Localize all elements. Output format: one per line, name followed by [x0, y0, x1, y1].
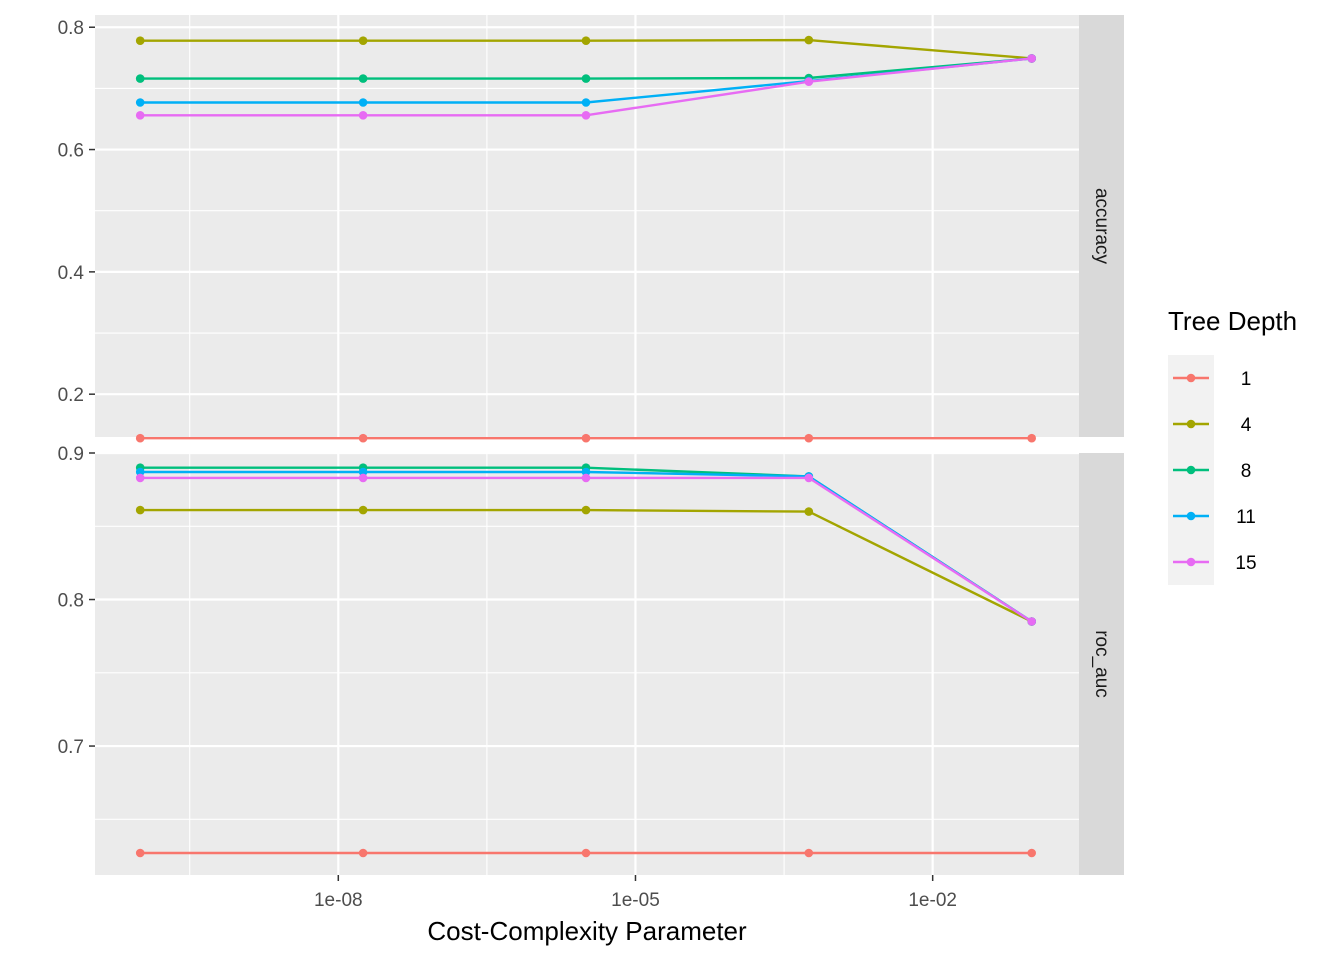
data-point [135, 433, 145, 443]
y-tick-label: 0.7 [58, 737, 84, 758]
data-point [358, 848, 368, 858]
x-tick-label: 1e-08 [314, 890, 363, 911]
legend-point [1186, 557, 1196, 567]
x-axis-title: Cost-Complexity Parameter [427, 916, 747, 946]
data-point [581, 433, 591, 443]
data-point [1027, 848, 1036, 858]
data-point [804, 433, 814, 443]
legend-point [1186, 465, 1196, 475]
legend-item-15: 15 [1173, 553, 1257, 574]
data-point [135, 467, 145, 477]
legend-label: 8 [1241, 461, 1252, 482]
data-point [135, 111, 145, 120]
data-point [804, 77, 814, 86]
legend-label: 4 [1241, 415, 1252, 436]
panel-background [95, 15, 1079, 437]
data-point [804, 473, 814, 483]
data-point [358, 467, 368, 477]
legend-keys: 1 4 8 11 15 [1168, 355, 1257, 585]
y-tick-label: 0.8 [58, 591, 84, 612]
facet-strip [1079, 15, 1124, 437]
legend-item-8: 8 [1173, 461, 1251, 482]
y-tick-label: 0.4 [58, 263, 85, 284]
legend-label: 11 [1236, 507, 1256, 528]
data-point [358, 433, 368, 443]
data-point [581, 505, 591, 515]
data-point [581, 98, 591, 107]
data-point [358, 505, 368, 515]
data-point [581, 111, 591, 120]
y-tick-label: 0.8 [58, 18, 84, 39]
data-point [581, 74, 591, 83]
legend-point [1186, 373, 1196, 383]
data-point [1027, 433, 1036, 443]
legend-title: Tree Depth [1168, 306, 1297, 336]
data-point [581, 848, 591, 858]
data-point [581, 36, 591, 45]
legend-label: 15 [1235, 553, 1256, 574]
legend-point [1186, 511, 1196, 521]
y-tick-label: 0.6 [58, 141, 84, 162]
y-tick-label: 0.9 [58, 444, 84, 465]
data-point [804, 507, 814, 516]
legend: Tree Depth 1 4 8 11 15 [1168, 306, 1297, 585]
data-point [135, 473, 145, 483]
facet-strip-label: roc_auc [1091, 630, 1112, 698]
data-point [135, 98, 145, 107]
chart-panels: 0.2 0.4 0.6 0.8 accuracy 0.7 0.8 0.9 roc_auc 1e-0… [58, 15, 1124, 911]
panel-roc_auc: 0.7 0.8 0.9 roc_auc [58, 444, 1124, 875]
data-point [135, 505, 145, 515]
facet-strip [1079, 453, 1124, 875]
facet-strip-label: accuracy [1091, 188, 1112, 265]
data-point [358, 74, 368, 83]
data-point [358, 111, 368, 120]
panel-accuracy: 0.2 0.4 0.6 0.8 accuracy [58, 15, 1124, 443]
legend-item-4: 4 [1173, 415, 1252, 436]
data-point [804, 35, 814, 45]
legend-point [1186, 419, 1196, 429]
data-point [804, 848, 814, 858]
data-point [135, 848, 145, 858]
y-tick-label: 0.2 [58, 385, 84, 406]
data-point [135, 74, 145, 83]
data-point [358, 36, 368, 45]
panel-background [95, 453, 1079, 875]
legend-item-1: 1 [1173, 369, 1251, 390]
data-point [358, 98, 368, 107]
data-point [135, 36, 145, 45]
legend-item-11: 11 [1173, 507, 1256, 528]
data-point [358, 473, 368, 483]
data-point [581, 473, 591, 483]
legend-label: 1 [1241, 369, 1252, 390]
x-tick-label: 1e-02 [908, 890, 957, 911]
data-point [1027, 617, 1036, 626]
x-tick-label: 1e-05 [611, 890, 660, 911]
data-point [581, 467, 591, 477]
data-point [1027, 54, 1036, 63]
